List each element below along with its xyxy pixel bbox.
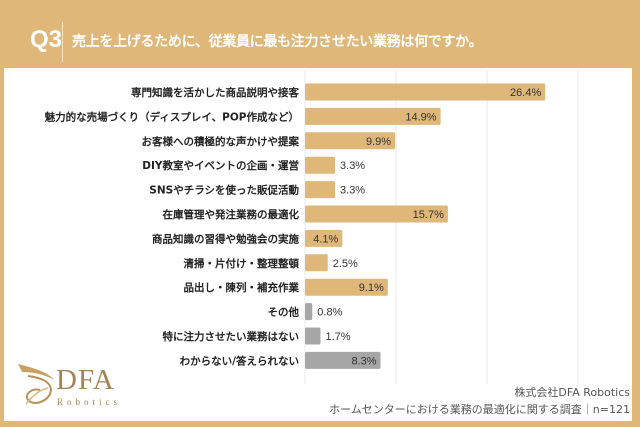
question-number: Q3 (30, 26, 63, 53)
bar (305, 205, 448, 223)
category-label: 専門知識を活かした商品説明や接客 (131, 86, 299, 99)
bar (305, 303, 313, 321)
bar (305, 278, 388, 296)
category-label: その他 (268, 306, 300, 319)
category-label: お客様への積極的な声かけや提案 (142, 135, 300, 148)
bar (305, 83, 546, 101)
value-label: 3.3% (340, 185, 365, 197)
logo-subtitle: Robotics (57, 397, 122, 407)
value-label: 0.8% (317, 307, 342, 319)
category-label: 在庫管理や発注業務の最適化 (163, 208, 300, 221)
value-label: 3.3% (340, 160, 365, 172)
value-label: 1.7% (325, 331, 350, 343)
header: Q3 売上を上げるために、従業員に最も注力させたい業務は何ですか。 (0, 0, 640, 68)
bar (305, 229, 343, 247)
category-label: 品出し・陳列・補充作業 (184, 281, 300, 294)
dfa-logo-icon (18, 364, 54, 405)
value-label: 9.1% (359, 282, 384, 294)
bar (305, 181, 336, 199)
value-label: 26.4% (510, 87, 541, 99)
question-text: 売上を上げるために、従業員に最も注力させたい業務は何ですか。 (72, 34, 483, 50)
category-label: 商品知識の習得や勉強会の実施 (152, 232, 299, 245)
logo-name: DFA (56, 364, 115, 396)
category-label: 魅力的な売場づくり（ディスプレイ、POP作成など） (45, 110, 299, 123)
category-label: SNSやチラシを使った販促活動 (149, 184, 299, 197)
footer-source: ホームセンターにおける業務の最適化に関する調査｜n=121 (329, 403, 630, 416)
value-label: 14.9% (405, 111, 436, 123)
value-label: 2.5% (333, 258, 358, 270)
category-label: わからない/答えられない (180, 354, 299, 367)
value-label: 15.7% (413, 209, 444, 221)
footer-company: 株式会社DFA Robotics (514, 386, 630, 399)
category-label: DIY教室やイベントの企画・運営 (142, 159, 299, 172)
category-label: 清掃・片付け・整理整頓 (184, 257, 300, 270)
header-divider (62, 22, 63, 62)
bar (305, 132, 396, 150)
bar (305, 107, 441, 125)
value-label: 8.3% (351, 355, 376, 367)
bar (305, 327, 321, 345)
value-label: 4.1% (313, 233, 338, 245)
bar (305, 254, 328, 272)
bar (305, 351, 381, 369)
value-label: 9.9% (366, 136, 391, 148)
bar (305, 156, 336, 174)
category-label: 特に注力させたい業務はない (163, 330, 300, 343)
